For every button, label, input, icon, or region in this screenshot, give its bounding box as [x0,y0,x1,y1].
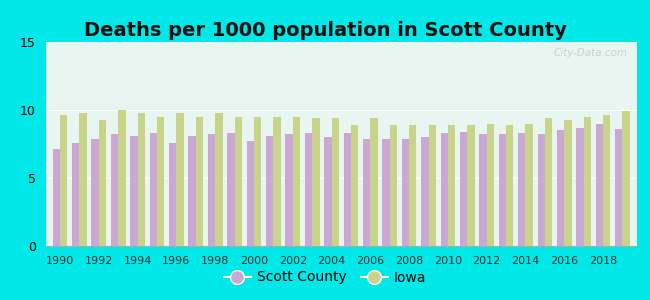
Bar [138,113,145,246]
Bar [111,134,118,246]
Bar [623,111,630,246]
Bar [518,133,525,246]
Bar [324,137,332,246]
Bar [305,133,312,246]
Bar [428,125,436,246]
Bar [169,142,176,246]
Bar [409,125,417,246]
Legend: Scott County, Iowa: Scott County, Iowa [218,265,432,290]
Bar [467,125,474,246]
Bar [499,134,506,246]
Bar [564,119,571,246]
Bar [79,113,87,246]
Bar [615,129,623,246]
Bar [382,139,390,246]
Bar [274,117,281,246]
Bar [99,119,106,246]
Bar [577,128,584,246]
Bar [246,141,254,246]
Bar [448,125,455,246]
Bar [506,125,514,246]
Bar [557,130,564,246]
Bar [332,118,339,246]
Bar [441,133,448,246]
Bar [479,134,487,246]
Text: City-Data.com: City-Data.com [554,48,628,58]
Bar [254,117,261,246]
Bar [584,117,591,246]
Bar [208,134,215,246]
Bar [118,110,125,246]
Bar [595,124,603,246]
Bar [603,116,610,246]
Bar [460,132,467,246]
Bar [227,133,235,246]
Bar [312,118,320,246]
Bar [351,125,358,246]
Bar [487,124,494,246]
Bar [538,134,545,246]
Bar [92,139,99,246]
Bar [196,117,203,246]
Bar [545,118,552,246]
Bar [363,139,370,246]
Bar [157,117,164,246]
Bar [344,133,351,246]
Bar [390,125,397,246]
Bar [235,117,242,246]
Bar [60,116,68,246]
Bar [266,136,274,246]
Bar [292,117,300,246]
Text: Deaths per 1000 population in Scott County: Deaths per 1000 population in Scott Coun… [84,21,566,40]
Bar [150,133,157,246]
Bar [525,124,533,246]
Bar [176,113,184,246]
Bar [370,118,378,246]
Bar [130,136,138,246]
Bar [285,134,293,246]
Bar [72,142,79,246]
Bar [215,113,222,246]
Bar [421,137,428,246]
Bar [188,136,196,246]
Bar [53,149,60,246]
Bar [402,139,409,246]
